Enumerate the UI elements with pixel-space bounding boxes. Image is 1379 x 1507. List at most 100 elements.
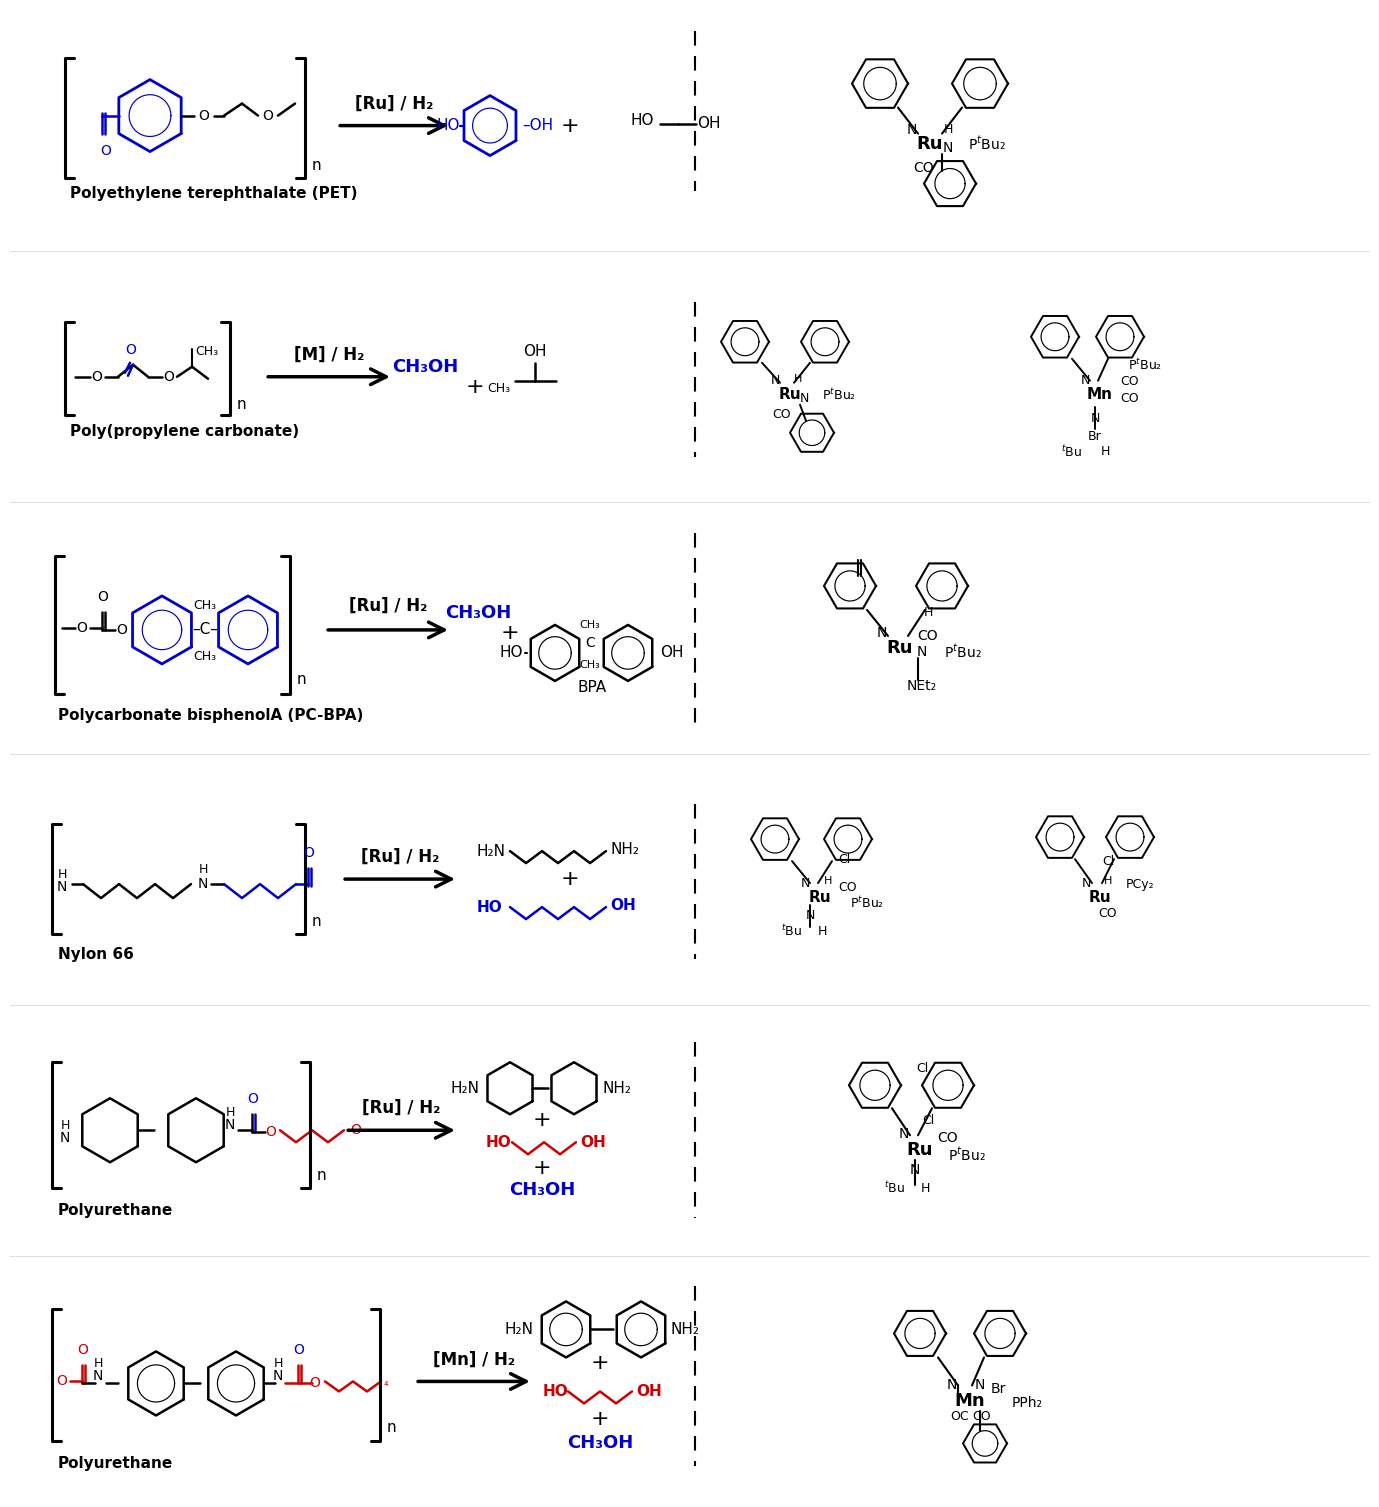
- Text: CH₃: CH₃: [579, 619, 600, 630]
- Text: +: +: [501, 622, 520, 643]
- Text: +: +: [561, 116, 579, 136]
- Text: H₂N: H₂N: [505, 1322, 534, 1337]
- Text: OC: OC: [950, 1411, 969, 1423]
- Text: H: H: [920, 1181, 929, 1195]
- Text: n: n: [312, 913, 321, 928]
- Text: H: H: [943, 124, 953, 136]
- Text: HO: HO: [543, 1383, 568, 1398]
- Text: P$^t$Bu₂: P$^t$Bu₂: [947, 1145, 986, 1163]
- Text: Poly(propylene carbonate): Poly(propylene carbonate): [70, 425, 299, 439]
- Text: +: +: [590, 1409, 610, 1430]
- Text: +: +: [466, 377, 484, 396]
- Text: Mn: Mn: [954, 1392, 986, 1411]
- Text: PCy₂: PCy₂: [1127, 877, 1154, 891]
- Text: $^t$Bu: $^t$Bu: [1062, 445, 1083, 460]
- Text: O: O: [199, 109, 210, 122]
- Text: HO: HO: [437, 118, 461, 133]
- Text: H₂N: H₂N: [451, 1081, 480, 1096]
- Text: NH₂: NH₂: [603, 1081, 632, 1096]
- Text: [Ru] / H₂: [Ru] / H₂: [349, 597, 427, 615]
- Text: HO: HO: [630, 113, 654, 128]
- Text: [Ru] / H₂: [Ru] / H₂: [361, 848, 439, 867]
- Text: Br: Br: [990, 1382, 1005, 1397]
- Text: CH₃: CH₃: [193, 598, 217, 612]
- Text: N: N: [273, 1370, 283, 1383]
- Text: H: H: [1100, 445, 1110, 458]
- Text: Mn: Mn: [1087, 387, 1113, 402]
- Text: n: n: [237, 398, 247, 413]
- Text: OH: OH: [696, 116, 720, 131]
- Text: O: O: [350, 1123, 361, 1138]
- Text: NEt₂: NEt₂: [907, 680, 938, 693]
- Text: N: N: [910, 1163, 920, 1177]
- Text: Cl: Cl: [838, 853, 849, 865]
- Text: O: O: [266, 1126, 276, 1139]
- Text: $^t$Bu: $^t$Bu: [782, 924, 803, 939]
- Text: CH₃: CH₃: [194, 345, 218, 357]
- Text: N: N: [947, 1379, 957, 1392]
- Text: OH: OH: [661, 645, 684, 660]
- Text: +: +: [590, 1353, 610, 1373]
- Text: H: H: [58, 868, 66, 880]
- Text: O: O: [164, 369, 174, 384]
- Text: Cl: Cl: [923, 1114, 934, 1127]
- Text: Ru: Ru: [779, 387, 801, 402]
- Text: O: O: [91, 369, 102, 384]
- Text: N: N: [899, 1127, 909, 1141]
- Text: N: N: [59, 1132, 70, 1145]
- Text: CH₃OH: CH₃OH: [445, 604, 512, 622]
- Text: N: N: [975, 1379, 985, 1392]
- Text: P$^t$Bu₂: P$^t$Bu₂: [849, 895, 884, 910]
- Text: O: O: [248, 1093, 258, 1106]
- Text: O: O: [77, 1343, 88, 1358]
- Text: Ru: Ru: [808, 889, 832, 904]
- Text: N: N: [771, 374, 779, 387]
- Text: Cl: Cl: [916, 1062, 928, 1074]
- Text: CH₃: CH₃: [487, 383, 510, 395]
- Text: H: H: [94, 1356, 102, 1370]
- Text: NH₂: NH₂: [610, 841, 638, 856]
- Text: O: O: [57, 1374, 68, 1388]
- Text: CH₃: CH₃: [579, 660, 600, 671]
- Text: O: O: [294, 1343, 305, 1358]
- Text: CO: CO: [972, 1411, 992, 1423]
- Text: PPh₂: PPh₂: [1012, 1397, 1043, 1411]
- Text: N: N: [92, 1370, 103, 1383]
- Text: [M] / H₂: [M] / H₂: [294, 345, 364, 363]
- Text: H: H: [1103, 876, 1113, 886]
- Text: H: H: [273, 1356, 283, 1370]
- Text: n: n: [317, 1168, 327, 1183]
- Text: H: H: [818, 925, 826, 937]
- Text: H: H: [225, 1106, 234, 1118]
- Text: H: H: [823, 876, 832, 886]
- Text: N: N: [943, 140, 953, 155]
- Text: N: N: [800, 392, 808, 405]
- Text: OH: OH: [610, 898, 636, 913]
- Text: OH: OH: [523, 344, 546, 359]
- Text: Polyurethane: Polyurethane: [58, 1456, 174, 1471]
- Text: CH₃OH: CH₃OH: [567, 1435, 633, 1453]
- Text: N: N: [800, 877, 809, 889]
- Text: –C–: –C–: [192, 622, 218, 637]
- Text: N: N: [197, 877, 208, 891]
- Text: CH₃OH: CH₃OH: [509, 1181, 575, 1200]
- Text: BPA: BPA: [578, 681, 607, 695]
- Text: O: O: [101, 143, 112, 158]
- Text: ₄: ₄: [383, 1379, 389, 1388]
- Text: Ru: Ru: [887, 639, 913, 657]
- Text: n: n: [387, 1420, 397, 1435]
- Text: [Mn] / H₂: [Mn] / H₂: [433, 1350, 516, 1368]
- Text: Ru: Ru: [907, 1141, 934, 1159]
- Text: N: N: [805, 909, 815, 922]
- Text: O: O: [117, 622, 127, 637]
- Text: Ru: Ru: [1088, 889, 1111, 904]
- Text: Br: Br: [1088, 431, 1102, 443]
- Text: Ru: Ru: [917, 134, 943, 152]
- Text: –OH: –OH: [523, 118, 553, 133]
- Text: N: N: [1080, 374, 1089, 387]
- Text: [Ru] / H₂: [Ru] / H₂: [361, 1099, 440, 1117]
- Text: H: H: [199, 862, 208, 876]
- Text: N: N: [907, 122, 917, 137]
- Text: Cl: Cl: [1102, 854, 1114, 868]
- Text: HO: HO: [499, 645, 523, 660]
